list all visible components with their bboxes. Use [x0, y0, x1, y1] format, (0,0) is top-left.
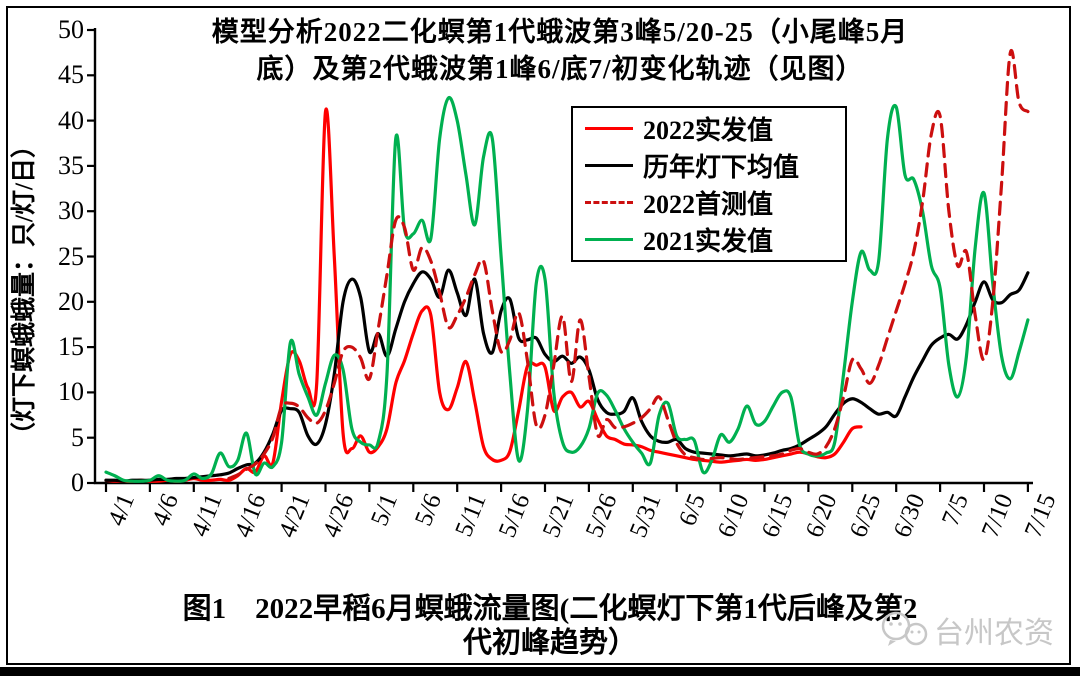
y-tick-label: 40 [58, 105, 84, 135]
y-tick-label: 15 [58, 332, 84, 362]
legend-item-2021-actual: 2021实发值 [573, 223, 845, 257]
y-tick-label: 50 [58, 15, 84, 44]
wechat-bubbles-icon [881, 611, 928, 646]
y-tick-label: 30 [58, 196, 84, 226]
legend-item-2022-first-survey: 2022首测值 [573, 186, 845, 220]
legend-label: 2022实发值 [643, 116, 774, 145]
y-tick-label: 35 [58, 150, 84, 180]
legend-line-sample-green-solid [585, 238, 633, 241]
chart-title-line1: 模型分析2022二化螟第1代蛾波第3峰5/20-25（小尾峰5月 [211, 17, 909, 47]
legend-line-sample-red-solid [585, 127, 633, 130]
legend-label: 2022首测值 [643, 190, 774, 219]
y-tick-label: 10 [58, 377, 84, 407]
legend-item-2022-actual: 2022实发值 [573, 112, 845, 146]
legend-label: 2021实发值 [643, 227, 774, 256]
figure-border-frame [6, 6, 1071, 665]
watermark-text: 台州农资 [934, 617, 1054, 650]
legend-label: 历年灯下均值 [643, 153, 800, 182]
y-tick-label: 20 [58, 286, 84, 316]
series-historical-average-line [104, 268, 1030, 483]
figure-caption-line2: 代初峰趋势） [462, 627, 637, 659]
series-2022-first-survey-line [227, 48, 1030, 481]
legend-line-sample-red-dashed [585, 201, 633, 204]
bottom-black-bar [0, 667, 1080, 676]
legend-box: 2022实发值 历年灯下均值 2022首测值 2021实发值 [571, 106, 847, 262]
y-tick-label: 45 [58, 60, 84, 90]
chart-title: 模型分析2022二化螟第1代蛾波第3峰5/20-25（小尾峰5月 底）及第2代蛾… [110, 14, 1010, 88]
chart-title-line2: 底）及第2代蛾波第1峰6/底7/初变化轨迹（见图） [256, 54, 864, 84]
legend-item-historical-average: 历年灯下均值 [573, 149, 845, 183]
figure-caption-line1: 图1 2022早稻6月螟蛾流量图(二化螟灯下第1代后峰及第2 [182, 593, 918, 625]
y-tick-label: 25 [58, 241, 84, 271]
legend-line-sample-black-solid [585, 164, 633, 167]
figure-caption: 图1 2022早稻6月螟蛾流量图(二化螟灯下第1代后峰及第2 代初峰趋势） [110, 592, 990, 660]
y-tick-label: 5 [71, 422, 84, 452]
watermark: 台州农资 [878, 608, 1054, 652]
series-2021-actual-line [104, 95, 1030, 483]
y-tick-label: 0 [71, 468, 84, 497]
